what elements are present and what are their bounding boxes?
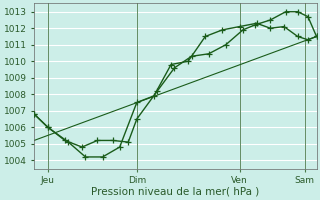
X-axis label: Pression niveau de la mer( hPa ): Pression niveau de la mer( hPa ) bbox=[91, 187, 260, 197]
